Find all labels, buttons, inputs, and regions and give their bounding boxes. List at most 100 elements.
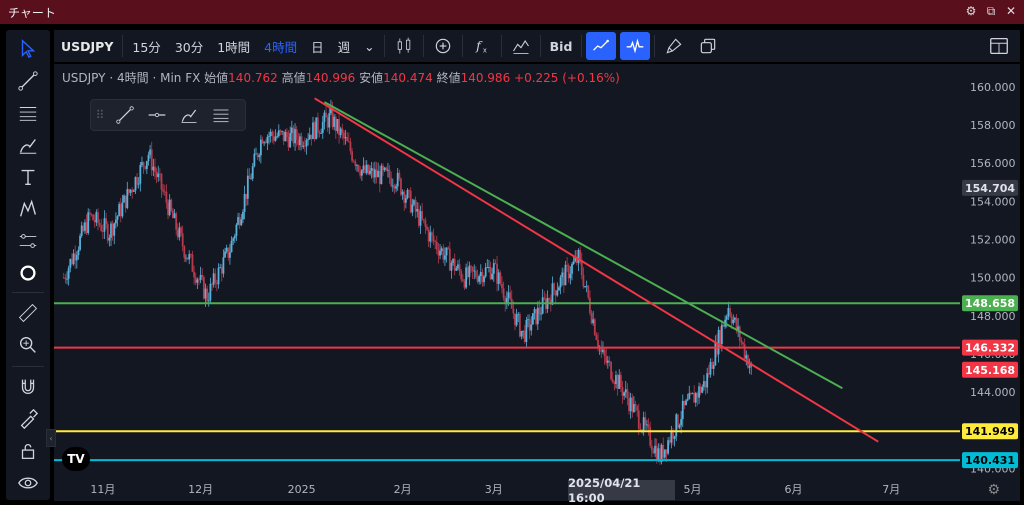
cursor-icon[interactable] [13, 36, 43, 62]
drawing-toolbar [6, 30, 50, 500]
price-tag-label: 148.658 [965, 297, 1015, 310]
interval-1h[interactable]: 1時間 [217, 39, 251, 55]
candle-body [388, 169, 391, 178]
price-tag-box [962, 452, 1018, 469]
candle-body [698, 386, 700, 398]
symbol-search[interactable]: USDJPY [61, 38, 114, 54]
candle-body [229, 252, 231, 258]
candle-body [559, 277, 562, 288]
ruler-icon[interactable] [13, 300, 43, 326]
tradingview-logo[interactable]: TV [62, 447, 90, 471]
candle-body [735, 317, 738, 331]
candle-body [558, 287, 560, 291]
horizontal-ray-icon[interactable] [141, 100, 173, 130]
candle-body [258, 155, 261, 158]
trend-line-icon[interactable] [109, 100, 141, 130]
interval-4h[interactable]: 4時間 [264, 39, 298, 55]
text-icon[interactable] [13, 164, 43, 190]
visibility-icon[interactable] [13, 470, 43, 496]
templates-icon[interactable] [506, 32, 536, 60]
candle-body [137, 183, 140, 185]
crosshair-time-label: 2025/04/21 16:00 [568, 476, 675, 505]
candle-body [575, 256, 578, 264]
interval-day[interactable]: 日 [311, 39, 324, 55]
pulse-icon[interactable] [620, 32, 651, 60]
layout-icon[interactable] [984, 32, 1014, 60]
interval-week[interactable]: 週 [337, 39, 351, 55]
candle-body [740, 340, 743, 343]
candle-body [321, 121, 324, 133]
candle-body [199, 274, 202, 280]
candle-body [525, 320, 528, 342]
candle-body [514, 313, 516, 326]
candle-body [595, 334, 598, 340]
candle-body [77, 249, 80, 256]
candle-body [745, 355, 748, 359]
toolbar-divider [122, 35, 124, 57]
lock-icon[interactable] [13, 438, 43, 464]
settings-icon[interactable]: ⚙ [965, 4, 977, 18]
candle-body [370, 168, 373, 171]
circle-shape-icon[interactable] [13, 260, 43, 286]
candle-body [448, 248, 451, 271]
collapse-toolbar-icon[interactable]: ‹ [46, 429, 56, 447]
interval-15m[interactable]: 15分 [132, 39, 161, 55]
candle-body [220, 267, 223, 274]
candle-body [334, 116, 337, 131]
fib-retracement-icon[interactable] [13, 100, 43, 126]
candle-body [606, 360, 609, 363]
magnet-icon[interactable] [13, 374, 43, 400]
candle-body [256, 153, 259, 158]
fib-retracement-icon[interactable] [205, 100, 237, 130]
candle-body [69, 259, 72, 269]
candle-body [727, 308, 730, 317]
candle-body [202, 277, 205, 299]
candlestick-type-icon[interactable] [389, 32, 419, 60]
interval-30m[interactable]: 30分 [174, 39, 204, 55]
price-tag-box [962, 179, 1018, 196]
trend-line-icon[interactable] [13, 68, 43, 94]
candle-body [610, 361, 612, 380]
candle-body [105, 218, 108, 225]
candle-body [396, 172, 399, 187]
time-tick-label: 2月 [394, 483, 412, 496]
copy-chart-icon[interactable] [693, 32, 723, 60]
paintbrush-icon[interactable] [659, 32, 689, 60]
candle-body [328, 113, 331, 128]
candle-body [406, 190, 409, 199]
candle-body [377, 170, 380, 178]
candle-body [564, 264, 567, 286]
popout-icon[interactable]: ⧉ [986, 4, 996, 18]
candle-body [178, 227, 181, 238]
brush-icon[interactable] [13, 132, 43, 158]
candle-body [346, 137, 349, 142]
interval-dropdown-icon[interactable]: ⌄ [364, 38, 375, 54]
candle-body [110, 223, 112, 238]
candle-body [295, 129, 298, 140]
close-icon[interactable]: ✕ [1005, 4, 1017, 18]
candle-body [466, 267, 469, 278]
pattern-icon[interactable] [13, 196, 43, 222]
candle-body [618, 374, 621, 389]
auto-trend-icon[interactable] [586, 32, 617, 60]
candle-body [147, 154, 150, 162]
candle-body [111, 223, 114, 236]
candle-body [354, 161, 357, 166]
compare-add-icon[interactable] [428, 32, 458, 60]
chart-settings-icon[interactable]: ⚙ [987, 482, 1000, 498]
brush-icon[interactable] [173, 100, 205, 130]
price-source-bid[interactable]: Bid [549, 38, 573, 54]
candle-body [87, 212, 90, 234]
candle-body [336, 119, 339, 131]
price-chart[interactable]: 160.000 158.000 156.000 154.000 152.000 150.0… [54, 64, 1020, 501]
drag-handle-icon[interactable]: ⠿ [95, 108, 105, 122]
svg-text:f: f [475, 38, 483, 53]
zoom-in-icon[interactable] [13, 332, 43, 358]
prediction-icon[interactable] [13, 228, 43, 254]
candle-body [427, 229, 430, 242]
price-tick-label: 152.000 [970, 233, 1016, 246]
lock-drawing-icon[interactable] [13, 406, 43, 432]
chart-area[interactable]: 160.000 158.000 156.000 154.000 152.000 150.0… [46, 64, 1020, 505]
candle-body [365, 164, 368, 173]
